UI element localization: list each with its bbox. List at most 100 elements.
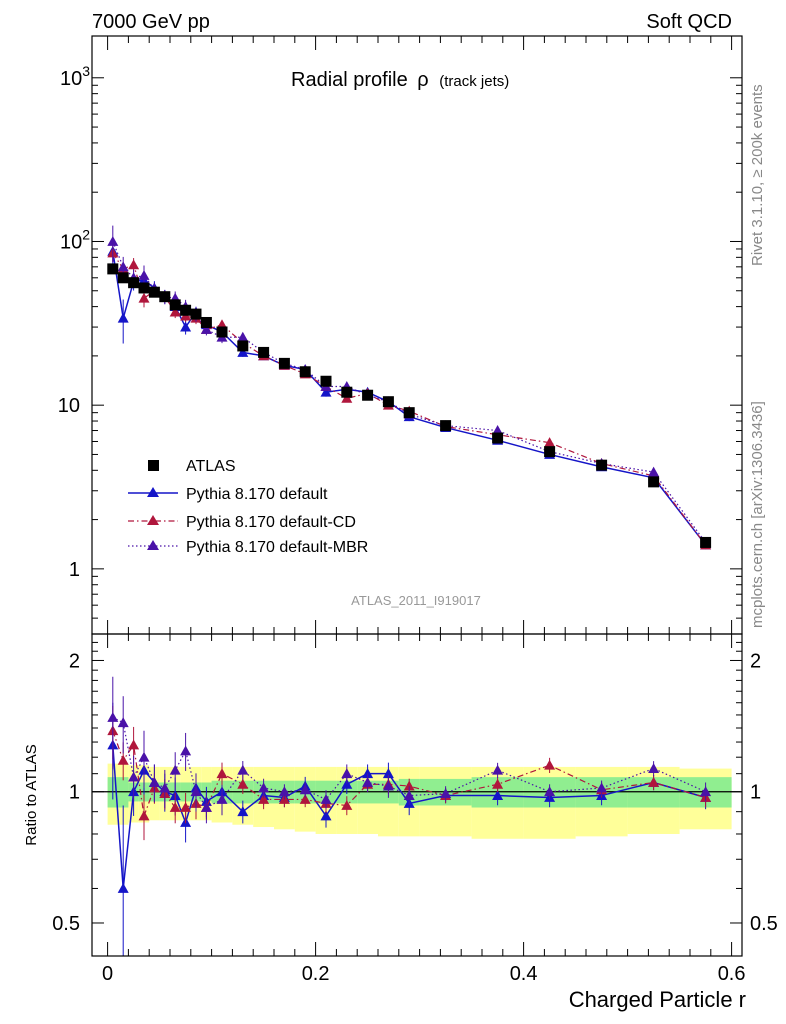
mcplots-credit-label: mcplots.cern.ch [arXiv:1306.3436] <box>749 401 766 628</box>
data-point-default <box>180 321 192 332</box>
y-tick-label: 1 <box>69 559 80 581</box>
ratio-y-tick-label: 1 <box>69 782 80 804</box>
x-tick-label: 0 <box>102 963 113 985</box>
data-point-atlas <box>237 340 249 352</box>
ratio-point-cd <box>117 754 129 765</box>
ratio-point-mbr <box>341 768 353 779</box>
ratio-point-cd <box>544 759 556 770</box>
analysis-id-label: ATLAS_2011_I919017 <box>351 593 481 608</box>
data-point-atlas <box>200 316 212 328</box>
ratio-point-mbr <box>648 763 660 773</box>
data-point-default <box>117 312 129 323</box>
data-point-cd <box>544 437 556 448</box>
ratio-point-mbr <box>138 751 150 762</box>
ratio-panel-frame <box>91 633 743 957</box>
data-point-atlas <box>299 366 311 378</box>
data-point-default <box>237 346 249 357</box>
data-point-cd <box>128 259 140 270</box>
ratio-point-mbr <box>382 780 394 791</box>
legend-marker-atlas <box>148 460 159 471</box>
ratio-y-tick-label-right: 2 <box>750 650 761 672</box>
ratio-point-cd <box>138 810 150 821</box>
data-point-atlas <box>159 291 171 303</box>
ratio-point-cd <box>258 793 270 804</box>
y-tick-label: 103 <box>60 63 90 90</box>
ratio-point-mbr <box>278 786 290 797</box>
ratio-panel: 2 2 1 1 0.5 0.5 0 0.2 0.4 0.6 Ratio to ATLAS <box>23 633 778 985</box>
data-point-mbr <box>107 235 119 246</box>
ratio-point-mbr <box>200 802 212 812</box>
x-tick-label: 0.4 <box>510 963 538 985</box>
ratio-point-mbr <box>117 717 129 728</box>
data-point-mbr <box>117 261 129 272</box>
energy-label: 7000 GeV pp <box>92 11 210 33</box>
data-point-mbr <box>200 323 212 334</box>
y-tick-label: 10 <box>58 395 80 417</box>
ratio-point-mbr <box>700 786 712 797</box>
y-tick-label: 102 <box>60 226 90 253</box>
ratio-y-tick-label-right: 0.5 <box>750 913 778 935</box>
data-point-atlas <box>596 459 608 471</box>
process-label: Soft QCD <box>646 11 732 33</box>
x-tick-label: 0.6 <box>718 963 746 985</box>
ratio-point-cd <box>180 802 192 812</box>
data-point-atlas <box>648 476 660 488</box>
data-point-mbr <box>492 425 504 435</box>
x-axis-label: Charged Particle r <box>569 987 746 1012</box>
legend-marker-cd <box>147 515 159 525</box>
data-point-atlas <box>138 282 150 294</box>
data-point-atlas <box>180 304 192 316</box>
data-point-atlas <box>382 396 394 408</box>
data-point-atlas <box>128 277 140 289</box>
data-point-cd <box>138 292 150 303</box>
data-point-atlas <box>362 389 374 401</box>
legend-label-default: Pythia 8.170 default <box>186 486 328 503</box>
data-point-mbr <box>138 269 150 280</box>
ratio-point-default <box>492 790 504 800</box>
ratio-y-tick-label: 2 <box>69 650 80 672</box>
ratio-point-cd <box>128 739 140 750</box>
ratio-point-mbr <box>169 764 181 775</box>
data-point-atlas <box>190 308 202 320</box>
ratio-point-mbr <box>148 776 160 787</box>
data-point-cd <box>341 392 353 403</box>
data-point-atlas <box>544 446 556 458</box>
x-tick-label: 0.2 <box>302 963 330 985</box>
data-point-atlas <box>341 386 353 398</box>
ratio-point-mbr <box>440 788 452 799</box>
ratio-point-cd <box>169 802 181 812</box>
ratio-point-mbr <box>216 793 228 804</box>
ratio-point-cd <box>492 778 504 789</box>
ratio-point-cd <box>648 776 660 787</box>
legend-label-cd: Pythia 8.170 default-CD <box>186 514 356 531</box>
legend: ATLAS Pythia 8.170 default Pythia 8.170 … <box>128 458 368 556</box>
ratio-point-cd <box>237 778 249 789</box>
data-point-atlas <box>169 299 181 311</box>
data-point-atlas <box>107 263 119 275</box>
ratio-point-mbr <box>492 764 504 775</box>
data-point-atlas <box>258 346 270 358</box>
ratio-point-mbr <box>403 790 415 800</box>
data-point-default <box>320 386 332 397</box>
ratio-point-mbr <box>320 793 332 804</box>
ratio-point-mbr <box>258 782 270 793</box>
data-point-atlas <box>492 432 504 444</box>
ratio-y-tick-label: 0.5 <box>52 913 80 935</box>
ratio-y-axis-label: Ratio to ATLAS <box>23 744 40 845</box>
legend-marker-default <box>147 487 159 497</box>
ratio-point-cd <box>299 793 311 804</box>
legend-label-mbr: Pythia 8.170 default-MBR <box>186 539 368 556</box>
data-point-atlas <box>440 420 452 432</box>
data-point-mbr <box>237 331 249 342</box>
data-point-atlas <box>216 326 228 338</box>
data-point-cd <box>169 306 181 317</box>
ratio-point-mbr <box>362 776 374 787</box>
ratio-point-default <box>382 768 394 779</box>
ratio-point-mbr <box>237 764 249 775</box>
ratio-point-default <box>341 778 353 789</box>
data-point-atlas <box>700 536 712 548</box>
ratio-point-default <box>362 768 374 779</box>
ratio-point-default <box>320 810 332 821</box>
